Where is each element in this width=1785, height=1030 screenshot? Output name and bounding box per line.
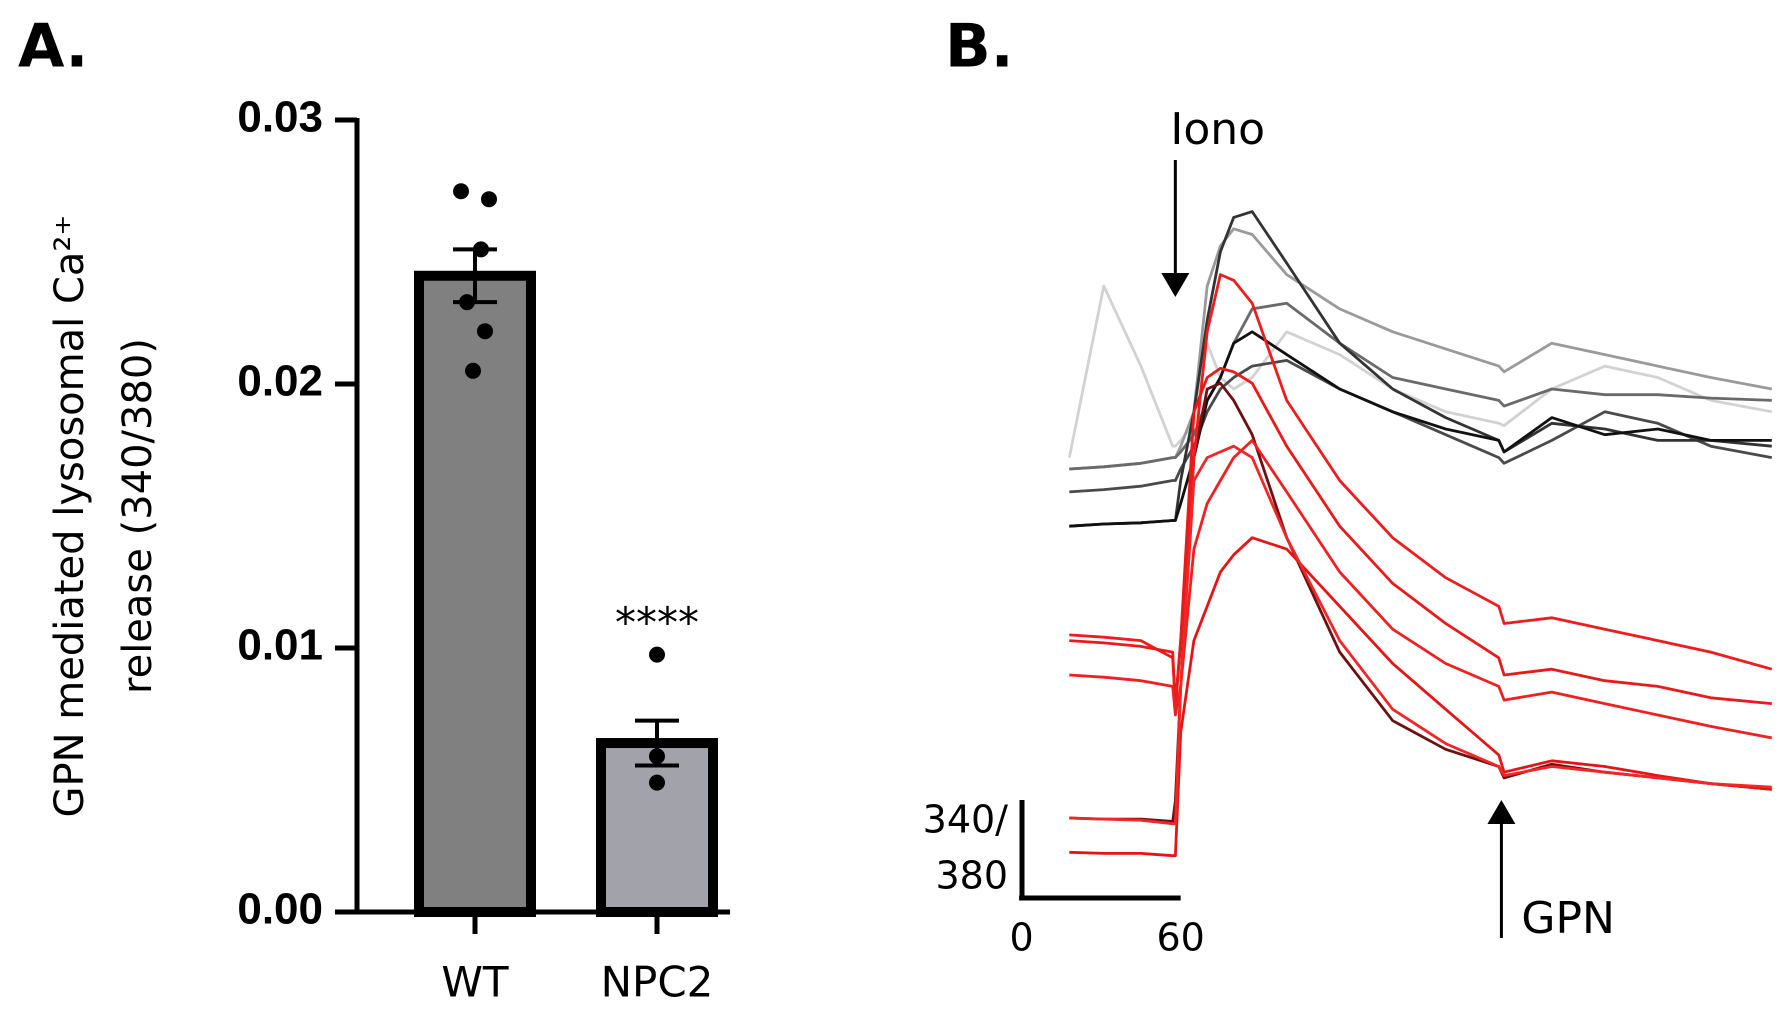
data-point [465,362,481,379]
significance-label: **** [615,598,699,647]
annotation: GPN [1521,893,1615,944]
y-axis-label: GPN mediated lysosomal Ca²⁺ release (340… [47,214,161,817]
annotation: Iono [1170,104,1265,155]
arrow-head [1161,273,1190,297]
scale-bar-label: 0 [1010,916,1034,960]
x-tick-label: WT [441,958,509,1007]
trace [1069,367,1772,711]
y-label-line: GPN mediated lysosomal Ca²⁺ [47,214,93,817]
y-tick-label: 0.03 [237,93,323,142]
data-point [649,646,665,663]
trace [1069,301,1772,471]
x-tick-label: NPC2 [601,958,714,1007]
data-point [649,748,665,765]
scale-bar-label: 340/ [923,798,1009,842]
scale-bar-label: 380 [935,854,1008,898]
y-tick-label: 0.02 [237,357,323,406]
panel-label: A. [18,12,88,82]
scale-bar-label: 60 [1156,916,1204,960]
trace [1069,330,1772,528]
data-point [453,183,469,200]
trace [1069,444,1772,826]
arrow-head [1487,800,1516,824]
trace [1069,273,1773,705]
trace [1069,381,1772,823]
y-tick-label: 0.01 [237,621,323,670]
trace [1069,536,1772,858]
data-point [473,241,489,258]
trace [1069,439,1773,740]
data-point [481,191,497,208]
y-label-line: release (340/380) [115,338,161,694]
data-point [649,774,665,791]
bar [596,738,718,917]
data-point [477,323,493,340]
panel-label: B. [945,12,1014,82]
y-tick-label: 0.00 [237,885,323,934]
data-point [459,294,475,311]
